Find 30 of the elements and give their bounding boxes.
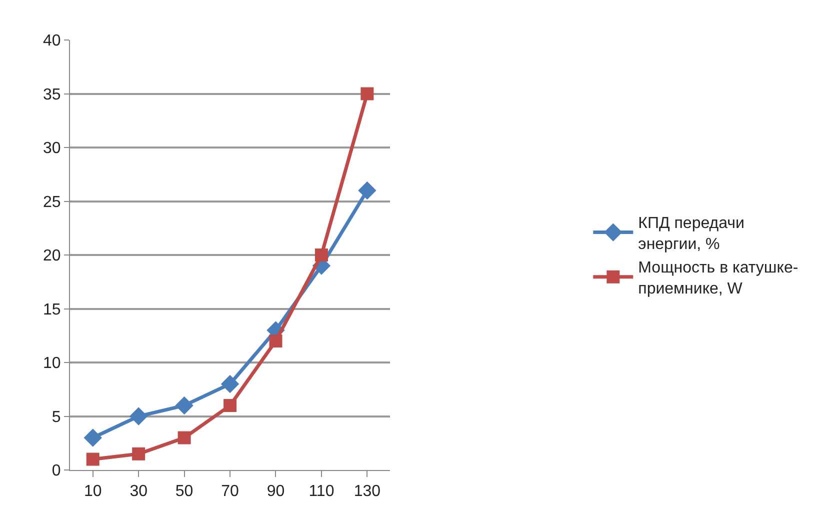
y-tick-label: 25 bbox=[43, 194, 61, 211]
x-tick-label: 70 bbox=[221, 483, 240, 500]
x-tick-label: 10 bbox=[84, 483, 102, 500]
point bbox=[224, 399, 237, 412]
point bbox=[220, 374, 240, 394]
point bbox=[84, 428, 102, 447]
legend-label: КПД передачи энергии, % bbox=[638, 215, 744, 253]
y-tick-label: 5 bbox=[52, 408, 61, 426]
point bbox=[178, 431, 191, 444]
point bbox=[314, 248, 328, 262]
y-tick-label: 30 bbox=[43, 140, 61, 158]
y-tick-label: 0 bbox=[52, 462, 61, 480]
point bbox=[86, 452, 100, 466]
x-tick-label: 30 bbox=[130, 483, 148, 500]
point bbox=[132, 447, 146, 460]
point bbox=[175, 396, 194, 415]
y-tick-label: 15 bbox=[43, 301, 61, 318]
legend-label: Мощность в катушке-приемнике, W bbox=[638, 260, 798, 298]
x-tick-label: 90 bbox=[266, 483, 285, 500]
point bbox=[269, 334, 282, 348]
y-tick-label: 35 bbox=[43, 86, 61, 104]
y-tick-label: 10 bbox=[43, 355, 61, 372]
y-tick-label: 20 bbox=[43, 248, 61, 265]
point bbox=[360, 87, 374, 100]
y-tick-label: 40 bbox=[43, 32, 61, 50]
x-tick-label: 50 bbox=[175, 483, 194, 500]
x-tick-label: 130 bbox=[354, 483, 381, 500]
point bbox=[129, 407, 148, 426]
point bbox=[358, 181, 376, 200]
x-tick-label: 110 bbox=[308, 483, 334, 500]
